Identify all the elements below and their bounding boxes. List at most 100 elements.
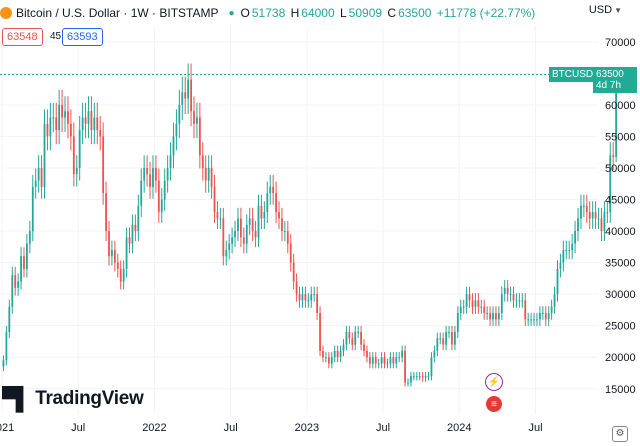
price-tick-label: 45000: [605, 194, 636, 206]
candle-body: [371, 357, 374, 364]
candle-body: [11, 275, 14, 307]
candle-body: [430, 357, 433, 377]
candle-body: [577, 218, 579, 232]
us-flag-icon[interactable]: ≡: [485, 395, 503, 413]
candle-body: [122, 268, 125, 282]
currency-dropdown[interactable]: USD ▼: [589, 4, 622, 16]
candle-body: [377, 363, 380, 365]
candle-body: [319, 313, 321, 351]
candle-body: [395, 357, 398, 364]
candle-body: [52, 117, 55, 119]
candle-body: [26, 243, 28, 269]
buy-price-button[interactable]: 63593: [62, 28, 103, 46]
candle-body: [298, 294, 301, 301]
candle-body: [518, 300, 521, 302]
price-tick-label: 30000: [605, 289, 636, 301]
time-tick-label: 2022: [142, 422, 166, 434]
candle-body: [245, 224, 248, 244]
candle-body: [404, 350, 406, 383]
candle-body: [216, 212, 219, 219]
candle-body: [368, 357, 371, 364]
candle-body: [193, 111, 195, 124]
candle-body: [17, 281, 20, 288]
candle-body: [366, 350, 368, 358]
candle-body: [453, 331, 456, 345]
candle-body: [292, 262, 295, 282]
candle-body: [342, 344, 345, 351]
candle-body: [336, 350, 339, 358]
candle-body: [506, 287, 509, 295]
currency-label: USD: [588, 4, 613, 16]
lightning-icon[interactable]: ⚡: [485, 373, 503, 391]
market-status-icon: ●: [228, 7, 235, 19]
grid: [0, 26, 598, 414]
candle-body: [248, 218, 251, 225]
candle-body: [386, 363, 389, 365]
candle-body: [489, 313, 491, 320]
chart-header: Bitcoin / U.S. Dollar · 1W · BITSTAMP ● …: [0, 4, 537, 22]
candle-body: [140, 180, 143, 206]
candle-body: [90, 111, 93, 131]
candle-body: [310, 294, 313, 301]
candle-body: [269, 186, 272, 194]
candle-body: [544, 313, 547, 320]
candle-body: [58, 104, 61, 131]
candle-body: [392, 357, 395, 364]
candle-body: [594, 212, 597, 219]
candle-body: [281, 218, 283, 232]
candle-body: [187, 79, 190, 99]
candle-body: [451, 331, 453, 345]
candle-body: [424, 376, 427, 378]
sell-price-button[interactable]: 63548: [2, 28, 43, 46]
candle-body: [210, 167, 213, 187]
tradingview-logo[interactable]: ▀▌ TradingView: [2, 386, 144, 412]
candle-body: [31, 186, 34, 232]
candle-body: [146, 167, 149, 175]
symbol-title[interactable]: Bitcoin / U.S. Dollar · 1W · BITSTAMP: [16, 6, 219, 20]
candle-body: [75, 167, 78, 175]
candle-body: [468, 294, 471, 301]
candle-body: [231, 237, 234, 244]
candle-body: [398, 357, 401, 359]
candle-body: [351, 338, 354, 345]
candles[interactable]: [2, 63, 618, 387]
candle-body: [448, 331, 450, 333]
candle-body: [389, 357, 392, 364]
candle-body: [23, 256, 25, 269]
time-axis[interactable]: 2021 Jul 2022 Jul 2023 Jul 2024 Jul: [0, 422, 543, 434]
candle-body: [354, 331, 357, 345]
candle-body: [591, 212, 594, 219]
candle-body: [606, 212, 609, 214]
candle-body: [201, 155, 204, 168]
candle-body: [580, 205, 582, 219]
ohlc-high-value: 64000: [301, 6, 335, 20]
candle-body: [322, 350, 324, 358]
price-tick-label: 25000: [605, 321, 636, 333]
candle-body: [172, 136, 175, 156]
candle-body: [333, 350, 336, 358]
candle-body: [357, 331, 360, 333]
candle-body: [55, 117, 58, 131]
candle-body: [421, 376, 424, 378]
candle-body: [565, 249, 568, 251]
candle-body: [401, 350, 404, 358]
candle-body: [154, 167, 157, 181]
candle-body: [559, 262, 562, 269]
candle-body: [541, 313, 544, 315]
candle-body: [383, 357, 386, 364]
candle-body: [181, 92, 184, 105]
gear-icon[interactable]: ⚙: [612, 426, 628, 442]
candle-body: [134, 224, 137, 232]
candle-body: [286, 231, 289, 244]
ohlc-change: +11778 (+22.77%): [436, 6, 536, 20]
candle-body: [512, 294, 515, 301]
last-price-symbol: BTCUSD: [549, 67, 597, 82]
candle-body: [143, 167, 146, 181]
candle-body: [163, 180, 166, 200]
candle-body: [105, 193, 107, 232]
candle-body: [113, 249, 116, 263]
candle-body: [278, 212, 280, 219]
last-price-label: 63500 4d 7h: [593, 67, 637, 93]
candle-body: [96, 117, 99, 131]
